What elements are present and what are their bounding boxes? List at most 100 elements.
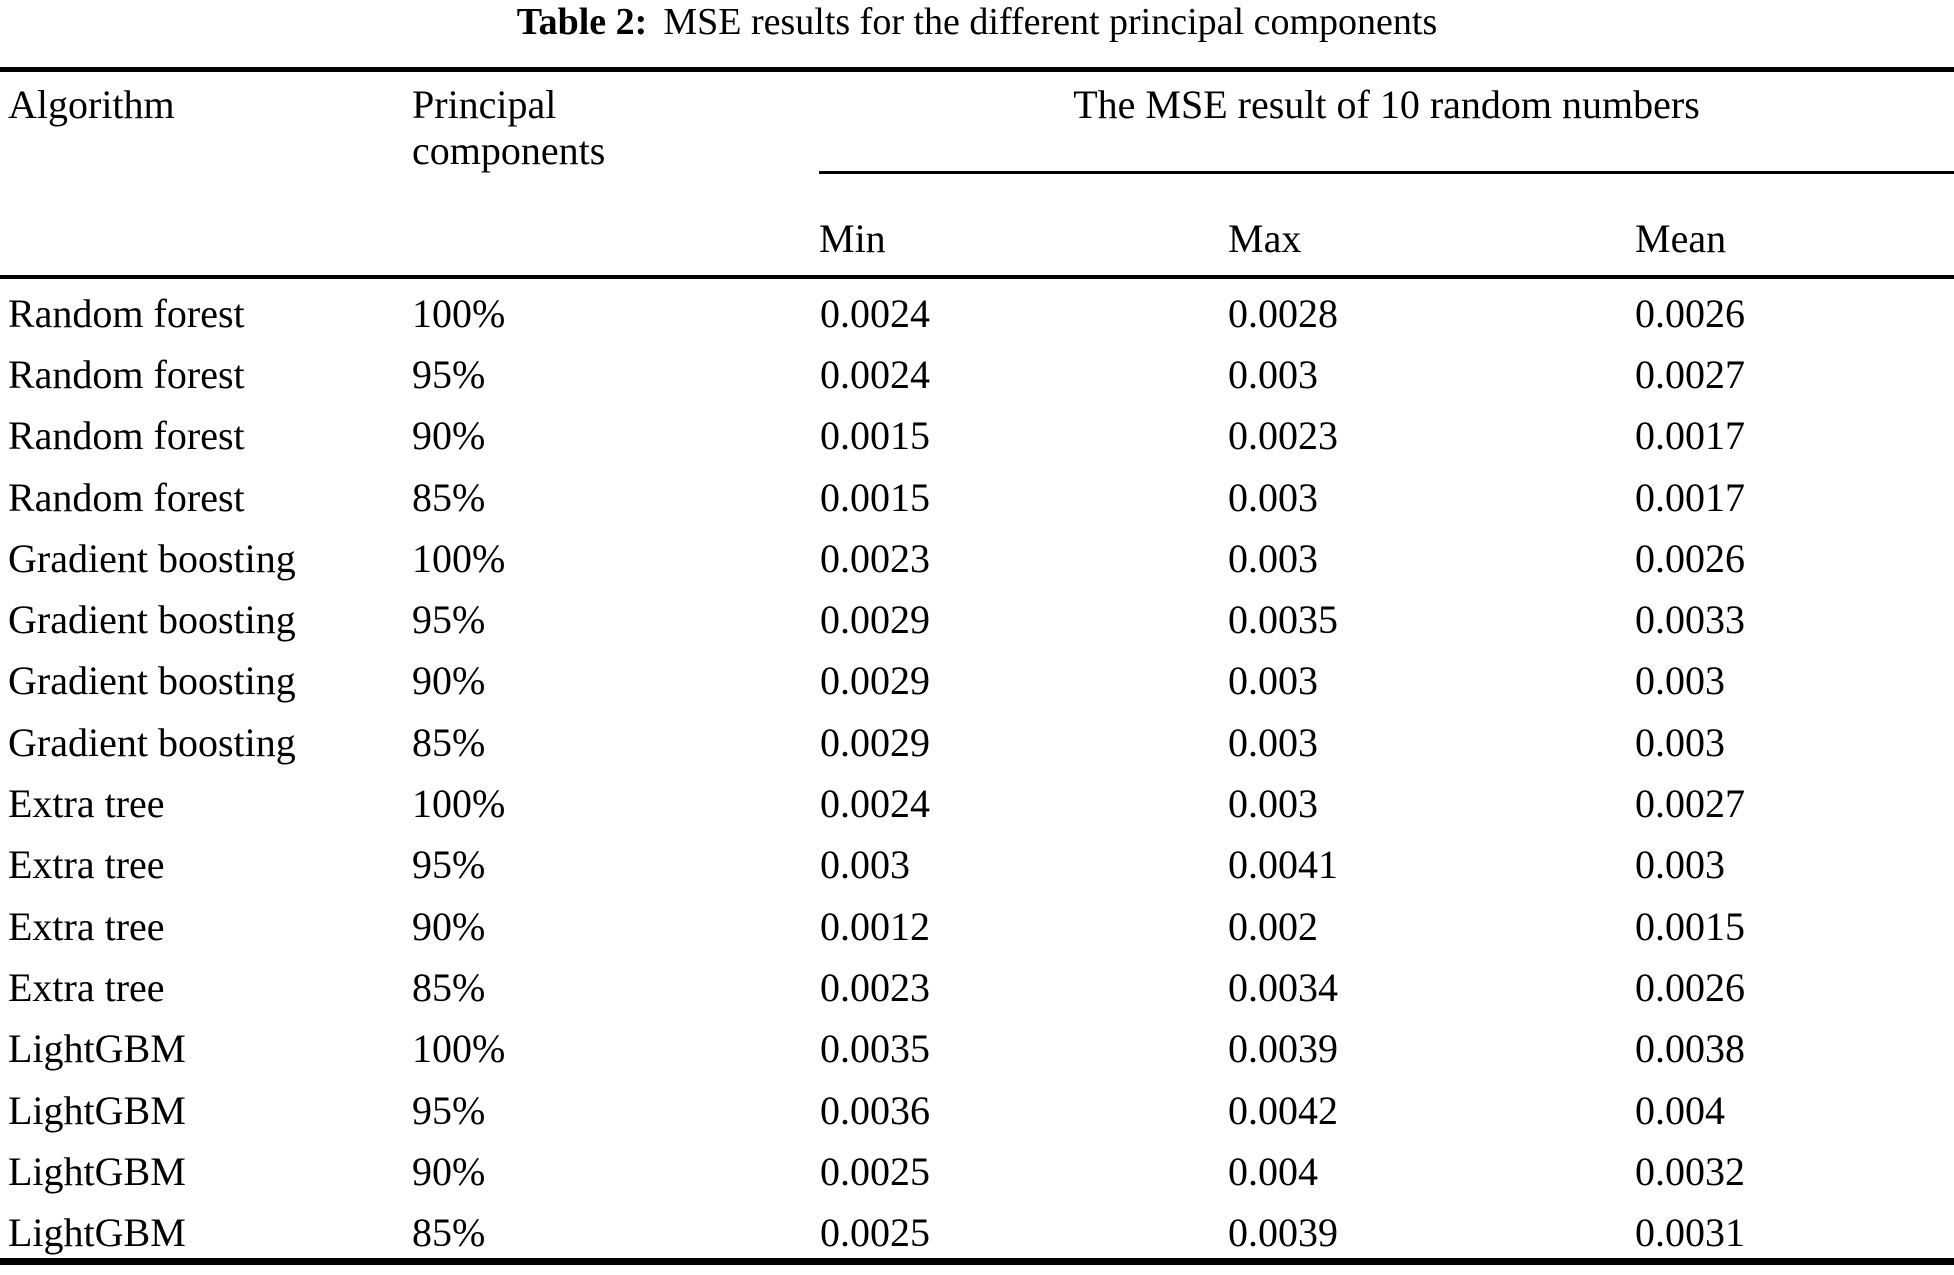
cell-principal-components: 100% [412,1026,506,1072]
cell-principal-components: 90% [412,1148,486,1194]
cell-min: 0.0012 [820,903,930,949]
cell-algorithm: Extra tree [8,781,165,827]
cell-mean: 0.0032 [1635,1148,1745,1194]
table-body: Random forest 100% 0.0024 0.0028 0.0026 … [0,283,1954,1264]
top-rule [0,67,1954,72]
cell-max: 0.0034 [1228,964,1338,1010]
cell-max: 0.0035 [1228,597,1338,643]
cell-algorithm: Random forest [8,351,245,397]
cell-principal-components: 95% [412,1087,486,1133]
cell-algorithm: Extra tree [8,842,165,888]
table-row: Random forest 85% 0.0015 0.003 0.0017 [0,467,1954,528]
table-caption-label: Table 2: [516,1,648,43]
span-header-rule [819,171,1954,174]
header-rule [0,275,1954,279]
cell-mean: 0.0015 [1635,903,1745,949]
cell-algorithm: Extra tree [8,903,165,949]
cell-algorithm: Random forest [8,290,245,336]
cell-mean: 0.0027 [1635,781,1745,827]
cell-max: 0.004 [1228,1148,1318,1194]
cell-principal-components: 100% [412,535,506,581]
cell-min: 0.0023 [820,535,930,581]
table-row: Extra tree 90% 0.0012 0.002 0.0015 [0,896,1954,957]
cell-mean: 0.0017 [1635,474,1745,520]
cell-max: 0.002 [1228,903,1318,949]
table-row: LightGBM 85% 0.0025 0.0039 0.0031 [0,1202,1954,1263]
cell-principal-components: 100% [412,781,506,827]
cell-min: 0.0025 [820,1148,930,1194]
cell-min: 0.0015 [820,474,930,520]
cell-max: 0.003 [1228,351,1318,397]
cell-min: 0.0024 [820,781,930,827]
cell-principal-components: 95% [412,351,486,397]
cell-mean: 0.0038 [1635,1026,1745,1072]
cell-principal-components: 85% [412,474,486,520]
cell-mean: 0.0017 [1635,413,1745,459]
cell-algorithm: LightGBM [8,1148,186,1194]
cell-max: 0.0023 [1228,413,1338,459]
cell-principal-components: 90% [412,658,486,704]
cell-algorithm: Random forest [8,474,245,520]
table-row: Random forest 100% 0.0024 0.0028 0.0026 [0,283,1954,344]
table-row: LightGBM 95% 0.0036 0.0042 0.004 [0,1080,1954,1141]
cell-mean: 0.003 [1635,719,1725,765]
cell-max: 0.0039 [1228,1026,1338,1072]
column-header-max: Max [1228,216,1302,261]
cell-min: 0.003 [820,842,910,888]
column-header-min: Min [819,216,886,261]
cell-algorithm: Gradient boosting [8,719,296,765]
cell-algorithm: LightGBM [8,1026,186,1072]
table-row: Gradient boosting 100% 0.0023 0.003 0.00… [0,528,1954,589]
cell-min: 0.0035 [820,1026,930,1072]
cell-algorithm: Gradient boosting [8,535,296,581]
table-row: Gradient boosting 90% 0.0029 0.003 0.003 [0,651,1954,712]
cell-min: 0.0029 [820,597,930,643]
cell-min: 0.0025 [820,1210,930,1256]
cell-max: 0.0039 [1228,1210,1338,1256]
cell-mean: 0.0033 [1635,597,1745,643]
cell-principal-components: 85% [412,719,486,765]
column-header-principal-components: Principal components [412,82,606,173]
table-row: Gradient boosting 85% 0.0029 0.003 0.003 [0,712,1954,773]
cell-mean: 0.0026 [1635,535,1745,581]
cell-algorithm: Random forest [8,413,245,459]
column-header-mean: Mean [1635,216,1727,261]
cell-principal-components: 95% [412,842,486,888]
table-row: Random forest 90% 0.0015 0.0023 0.0017 [0,406,1954,467]
cell-mean: 0.0031 [1635,1210,1745,1256]
table-row: LightGBM 100% 0.0035 0.0039 0.0038 [0,1019,1954,1080]
cell-min: 0.0024 [820,290,930,336]
table-caption: Table 2: MSE results for the different pr… [0,0,1954,44]
cell-principal-components: 95% [412,597,486,643]
cell-min: 0.0036 [820,1087,930,1133]
cell-mean: 0.003 [1635,842,1725,888]
table-row: Gradient boosting 95% 0.0029 0.0035 0.00… [0,589,1954,650]
cell-mean: 0.004 [1635,1087,1725,1133]
column-header-algorithm: Algorithm [8,82,175,127]
cell-mean: 0.0026 [1635,964,1745,1010]
table-row: Random forest 95% 0.0024 0.003 0.0027 [0,344,1954,405]
table-caption-text: MSE results for the different principal … [663,1,1438,43]
table-row: Extra tree 95% 0.003 0.0041 0.003 [0,835,1954,896]
table-row: LightGBM 90% 0.0025 0.004 0.0032 [0,1141,1954,1202]
cell-principal-components: 90% [412,413,486,459]
cell-max: 0.003 [1228,474,1318,520]
cell-min: 0.0023 [820,964,930,1010]
cell-principal-components: 85% [412,964,486,1010]
cell-min: 0.0024 [820,351,930,397]
cell-algorithm: LightGBM [8,1210,186,1256]
cell-principal-components: 100% [412,290,506,336]
cell-max: 0.0042 [1228,1087,1338,1133]
cell-max: 0.003 [1228,719,1318,765]
cell-algorithm: LightGBM [8,1087,186,1133]
cell-mean: 0.0027 [1635,351,1745,397]
cell-max: 0.0041 [1228,842,1338,888]
cell-min: 0.0029 [820,719,930,765]
table-row: Extra tree 85% 0.0023 0.0034 0.0026 [0,957,1954,1018]
cell-min: 0.0029 [820,658,930,704]
cell-principal-components: 85% [412,1210,486,1256]
cell-max: 0.003 [1228,781,1318,827]
cell-max: 0.003 [1228,535,1318,581]
column-header-mse-span: The MSE result of 10 random numbers [1073,82,1700,127]
